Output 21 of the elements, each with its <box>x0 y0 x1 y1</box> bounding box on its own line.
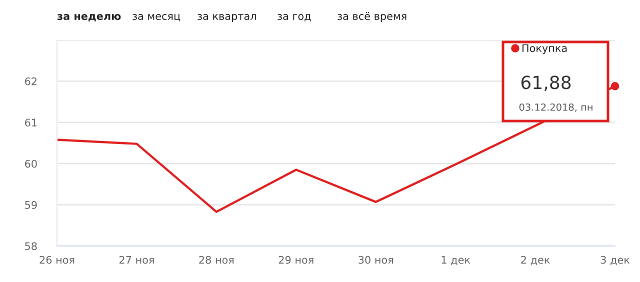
x-tick-label: 3 дек <box>600 256 630 266</box>
y-tick-label: 60 <box>25 160 37 168</box>
y-tick-label: 59 <box>25 201 37 209</box>
y-tick-label: 62 <box>25 77 37 86</box>
text: за год <box>278 14 311 22</box>
legend-label: Покупка <box>522 44 567 54</box>
annotation: 03.12.2018, пн <box>519 103 592 112</box>
text: за квартал <box>198 14 256 22</box>
x-tick-label: 29 ноя <box>278 256 314 264</box>
x-tick-label: 28 ноя <box>199 256 234 264</box>
x-tick-label: 1 дек <box>442 256 470 266</box>
text: за всё время <box>338 12 406 22</box>
x-tick-label: 2 дек <box>521 256 550 266</box>
text: за месяц <box>132 14 180 22</box>
text: за неделю <box>58 14 121 22</box>
x-tick-label: 27 ноя <box>119 256 154 264</box>
y-tick-label: 58 <box>25 242 37 250</box>
x-tick-label: 30 ноя <box>358 256 393 264</box>
annotation: 61,88 <box>521 76 571 92</box>
y-tick-label: 61 <box>25 118 37 127</box>
x-tick-label: 26 ноя <box>40 256 74 264</box>
